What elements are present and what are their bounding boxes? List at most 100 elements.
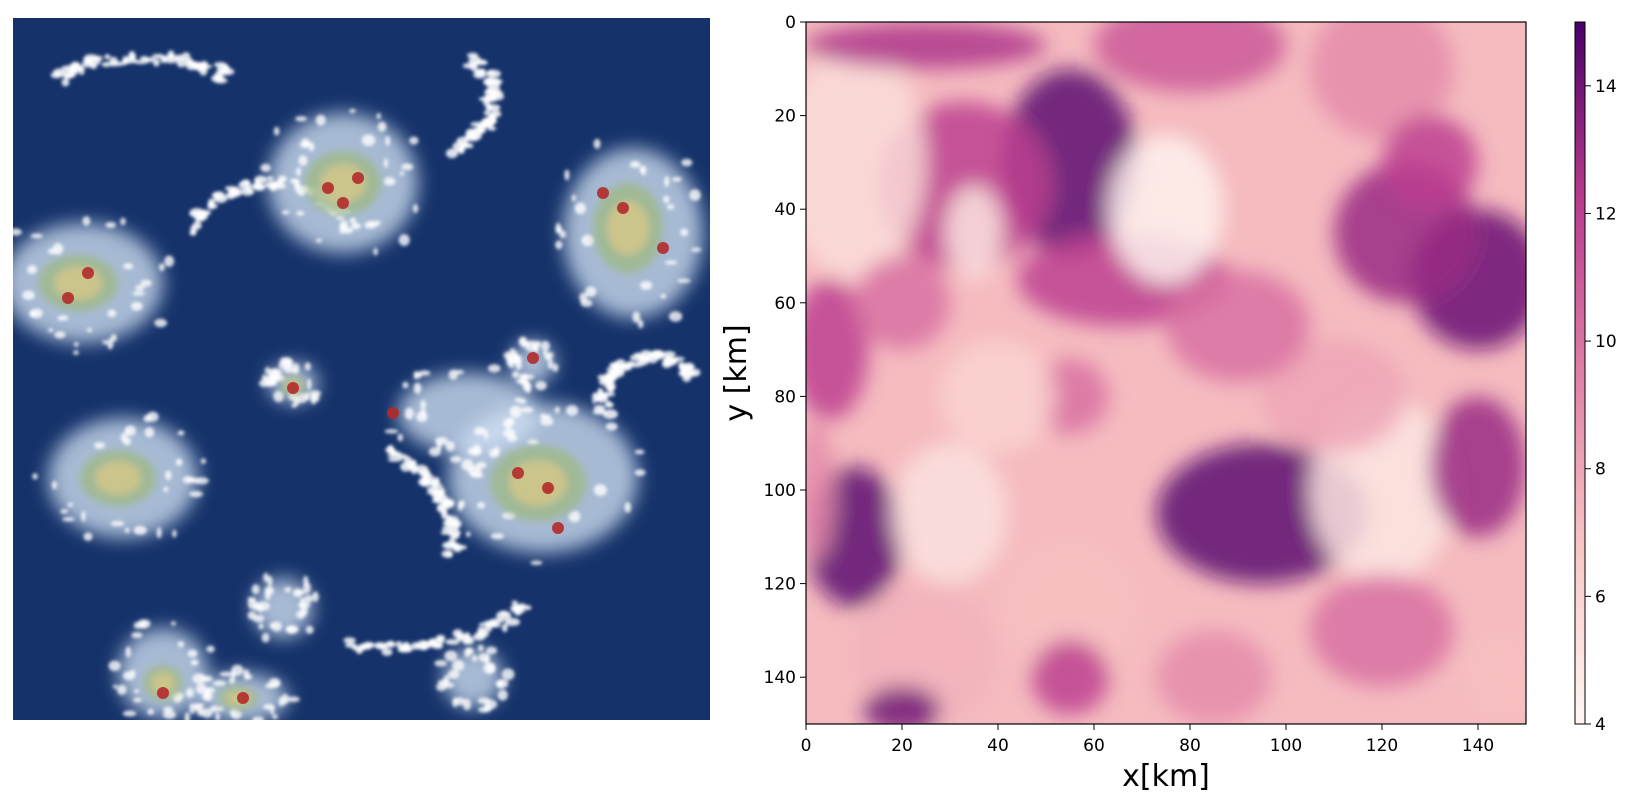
cloud-fragment (602, 409, 618, 419)
precip-core (352, 172, 364, 184)
cloud-fragment (506, 354, 513, 367)
cloud-fragment (212, 191, 226, 200)
cloud-fragment (137, 619, 151, 629)
precip-core (617, 202, 629, 214)
cloud-fragment (190, 659, 199, 666)
heatmap-cell (854, 255, 950, 350)
precip-core (82, 267, 94, 279)
cloud-fragment (534, 345, 539, 354)
cloud-fragment (490, 533, 505, 540)
cloud-fragment (54, 331, 66, 339)
cloud-fragment (431, 479, 441, 486)
cloud-fragment (299, 141, 312, 149)
cloud-fragment (653, 350, 665, 359)
cloud-fragment (454, 633, 466, 639)
cloud-fragment (468, 56, 482, 66)
cloud-fragment (477, 697, 491, 705)
cloud-fragment (192, 220, 202, 230)
cloud-fragment (401, 163, 414, 171)
precip-core (657, 242, 669, 254)
heatmap-cell (1166, 270, 1310, 383)
cloud-fragment (74, 341, 79, 347)
cloud-fragment (176, 58, 187, 68)
y-tick-label: 20 (774, 107, 796, 127)
colorbar-tick-label: 10 (1595, 332, 1617, 352)
y-tick-label: 60 (774, 294, 796, 314)
cloud-fragment (101, 61, 112, 67)
cloud-fragment (123, 263, 134, 270)
cloud-fragment (581, 234, 595, 247)
cloud-fragment (296, 211, 305, 216)
cloud-fragment (143, 414, 153, 423)
cloud-fragment (110, 61, 126, 67)
cloud-fragment (335, 215, 345, 220)
cloud-fragment (175, 458, 183, 466)
cloud-fragment (158, 263, 165, 272)
cloud-fragment (295, 610, 306, 620)
x-tick-label: 100 (1270, 736, 1302, 756)
cloud-fragment (493, 78, 503, 85)
cloud-fragment (198, 211, 209, 217)
cloud-fragment (292, 588, 303, 598)
cloud-fragment (212, 680, 227, 687)
cloud-fragment (459, 499, 465, 509)
cloud-fragment (512, 354, 523, 365)
cloud-fragment (207, 203, 218, 209)
cloud-fragment (691, 368, 701, 377)
cloud-fragment (381, 648, 393, 656)
cloud-fragment (132, 291, 145, 296)
cloud-fragment (48, 328, 54, 333)
cloud-fragment (230, 707, 236, 718)
cloud-image-panel (13, 18, 710, 720)
cloud-fragment (143, 57, 156, 63)
x-tick-label: 120 (1366, 736, 1398, 756)
cloud-fragment (373, 247, 378, 256)
cloud-fragment (60, 509, 69, 514)
cloud-fragment (514, 397, 523, 403)
cloud-fragment (209, 705, 221, 713)
cloud-fragment (231, 664, 244, 676)
y-tick-label: 100 (764, 481, 796, 501)
heatmap-cell (806, 279, 869, 420)
cloud-fragment (467, 465, 482, 477)
cloud-fragment (477, 644, 484, 652)
cloud-fragment (107, 309, 117, 318)
cloud-fragment (298, 155, 308, 166)
cloud-fragment (315, 114, 326, 126)
cloud-fragment (639, 280, 653, 290)
cloud-fragment (219, 671, 234, 677)
cloud-fragment (120, 217, 126, 226)
y-tick-label: 140 (764, 668, 796, 688)
cloud-fragment (633, 352, 642, 357)
x-tick-label: 40 (987, 736, 1009, 756)
heatmap-cell (806, 419, 835, 561)
x-tick-label: 0 (801, 736, 812, 756)
cloud-fragment (281, 210, 290, 215)
cloud-fragment (507, 434, 518, 442)
cloud-fragment (162, 710, 176, 719)
y-tick-label: 40 (774, 200, 796, 220)
cloud-fragment (264, 586, 275, 596)
precip-core (552, 522, 564, 534)
cloud-fragment (258, 605, 264, 614)
cloud-fragment (397, 433, 404, 442)
cloud-fragment (552, 363, 559, 373)
cloud-fragment (163, 486, 169, 492)
cloud-fragment (535, 380, 547, 391)
cloud-fragment (508, 417, 515, 425)
cloud-fragment (228, 677, 236, 685)
cloud-fragment (671, 176, 682, 182)
cloud-fragment (349, 108, 356, 113)
cloud-fragment (303, 575, 309, 586)
cloud-fragment (555, 240, 563, 250)
cloud-fragment (181, 52, 191, 62)
cloud-fragment (377, 121, 387, 132)
cloud-fragment (385, 136, 391, 146)
cloud-fragment (269, 705, 275, 715)
cloud-fragment (447, 515, 459, 524)
cloud-fragment (405, 462, 415, 468)
cloud-fragment (540, 417, 554, 426)
cloud-fragment (387, 444, 394, 454)
x-tick-label: 140 (1462, 736, 1494, 756)
cloud-fragment (361, 134, 376, 147)
